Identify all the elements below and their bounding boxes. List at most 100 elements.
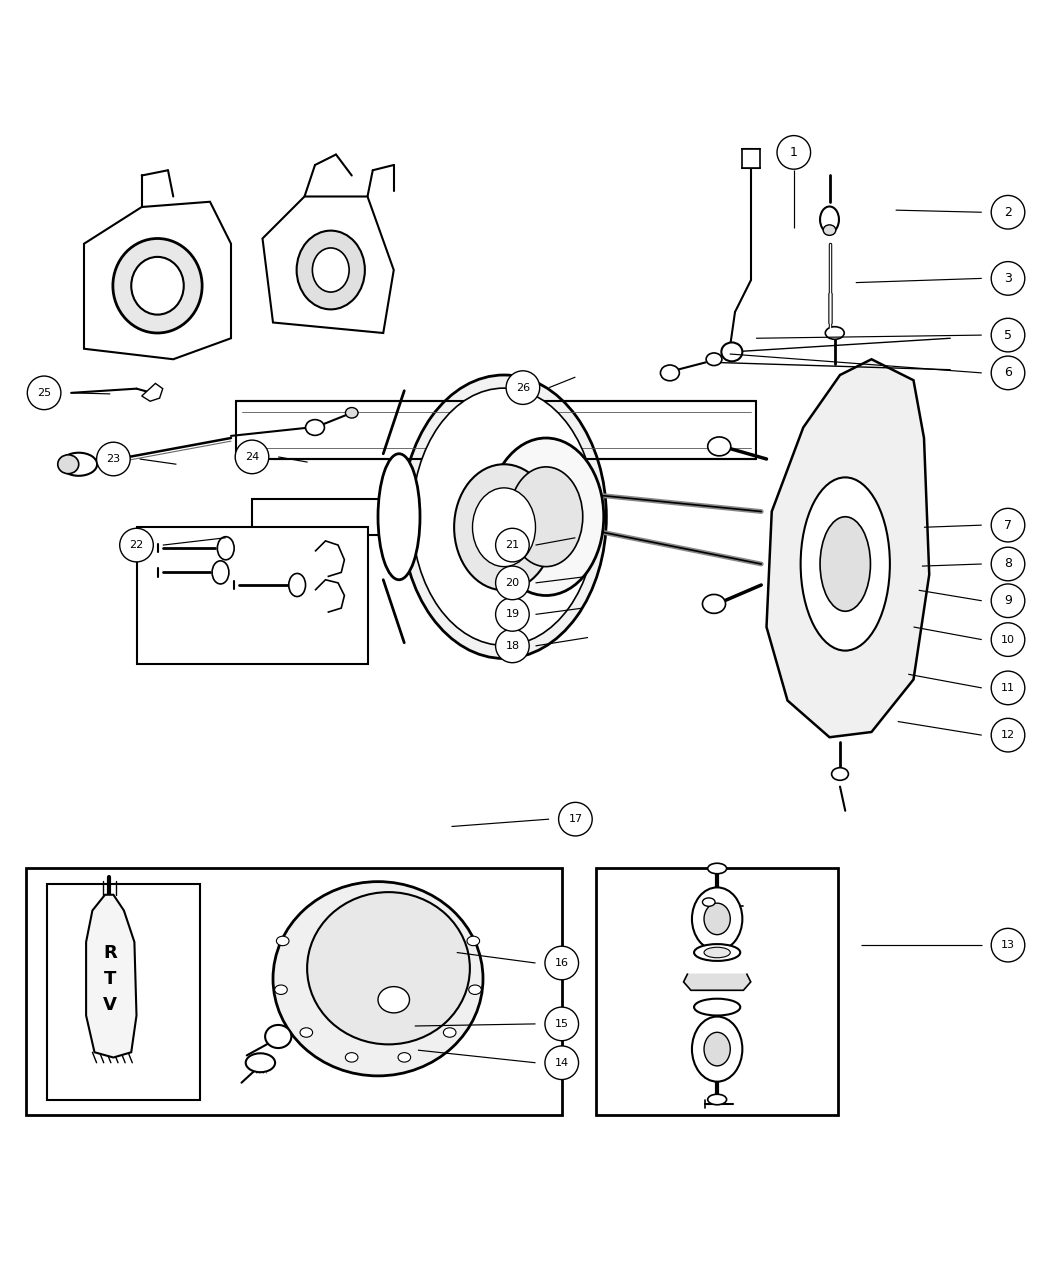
Circle shape (991, 356, 1025, 390)
Ellipse shape (307, 892, 470, 1044)
Ellipse shape (296, 231, 365, 310)
Ellipse shape (825, 326, 844, 339)
Ellipse shape (694, 944, 740, 961)
Circle shape (496, 566, 529, 599)
Ellipse shape (217, 537, 234, 560)
Text: 10: 10 (1001, 635, 1015, 645)
Ellipse shape (289, 574, 306, 597)
Ellipse shape (705, 1033, 731, 1066)
Text: 13: 13 (1001, 940, 1015, 950)
Text: 14: 14 (554, 1058, 569, 1067)
Ellipse shape (705, 947, 731, 958)
Polygon shape (315, 541, 344, 576)
Circle shape (545, 1046, 579, 1080)
Text: 18: 18 (505, 641, 520, 652)
Bar (47, 885, 200, 1099)
Ellipse shape (401, 375, 607, 658)
Ellipse shape (488, 439, 604, 595)
Ellipse shape (454, 464, 554, 590)
Ellipse shape (113, 238, 202, 333)
Ellipse shape (820, 516, 870, 611)
Circle shape (991, 718, 1025, 752)
Ellipse shape (832, 768, 848, 780)
Text: 15: 15 (554, 1019, 569, 1029)
Circle shape (496, 629, 529, 663)
Circle shape (991, 195, 1025, 230)
Ellipse shape (472, 488, 536, 566)
Ellipse shape (800, 477, 890, 650)
Text: 9: 9 (1004, 594, 1012, 607)
Ellipse shape (692, 1016, 742, 1081)
Circle shape (991, 622, 1025, 657)
Ellipse shape (273, 881, 483, 1076)
Text: V: V (103, 996, 118, 1014)
Ellipse shape (61, 453, 97, 476)
Ellipse shape (694, 998, 740, 1015)
Ellipse shape (692, 887, 742, 950)
Ellipse shape (212, 561, 229, 584)
Circle shape (97, 442, 130, 476)
Circle shape (545, 946, 579, 979)
Ellipse shape (823, 224, 836, 236)
Text: 21: 21 (505, 541, 520, 550)
Circle shape (120, 528, 153, 562)
Circle shape (496, 598, 529, 631)
Text: 16: 16 (554, 958, 569, 968)
Ellipse shape (468, 986, 481, 994)
Ellipse shape (509, 467, 583, 566)
Bar (252, 499, 425, 534)
Circle shape (991, 319, 1025, 352)
Ellipse shape (412, 388, 596, 645)
Ellipse shape (706, 353, 722, 366)
Ellipse shape (660, 365, 679, 381)
Ellipse shape (276, 936, 289, 946)
Circle shape (777, 135, 811, 170)
Text: 11: 11 (1001, 683, 1015, 692)
Bar (596, 868, 838, 1116)
Bar (136, 528, 368, 664)
Ellipse shape (378, 454, 420, 580)
Text: 26: 26 (516, 382, 530, 393)
Polygon shape (262, 196, 394, 333)
Text: 23: 23 (106, 454, 121, 464)
Bar (742, 149, 760, 168)
Ellipse shape (702, 898, 715, 907)
Circle shape (991, 928, 1025, 961)
Ellipse shape (306, 419, 324, 435)
Ellipse shape (345, 1053, 358, 1062)
Circle shape (991, 671, 1025, 705)
Circle shape (991, 584, 1025, 617)
Ellipse shape (721, 343, 742, 361)
Text: 17: 17 (568, 815, 583, 824)
Polygon shape (84, 201, 231, 360)
Ellipse shape (345, 408, 358, 418)
Text: 1: 1 (790, 145, 798, 159)
Ellipse shape (246, 1053, 275, 1072)
Ellipse shape (705, 903, 731, 935)
Ellipse shape (820, 207, 839, 233)
Polygon shape (315, 580, 344, 612)
Text: 5: 5 (1004, 329, 1012, 342)
Circle shape (991, 509, 1025, 542)
Text: 2: 2 (1004, 205, 1012, 219)
Ellipse shape (275, 986, 288, 994)
Circle shape (27, 376, 61, 409)
Circle shape (559, 802, 592, 836)
Text: 12: 12 (1001, 731, 1015, 741)
Ellipse shape (708, 1094, 727, 1104)
Circle shape (991, 261, 1025, 296)
Text: T: T (104, 970, 117, 988)
Text: 25: 25 (37, 388, 51, 398)
Circle shape (545, 1007, 579, 1040)
Text: 6: 6 (1004, 366, 1012, 380)
Ellipse shape (467, 936, 480, 946)
Ellipse shape (378, 987, 410, 1012)
Text: R: R (103, 944, 118, 961)
Circle shape (991, 547, 1025, 581)
Text: 8: 8 (1004, 557, 1012, 570)
Polygon shape (86, 895, 136, 1057)
Text: 19: 19 (505, 609, 520, 620)
Circle shape (506, 371, 540, 404)
Ellipse shape (708, 437, 731, 456)
Text: 24: 24 (245, 451, 259, 462)
